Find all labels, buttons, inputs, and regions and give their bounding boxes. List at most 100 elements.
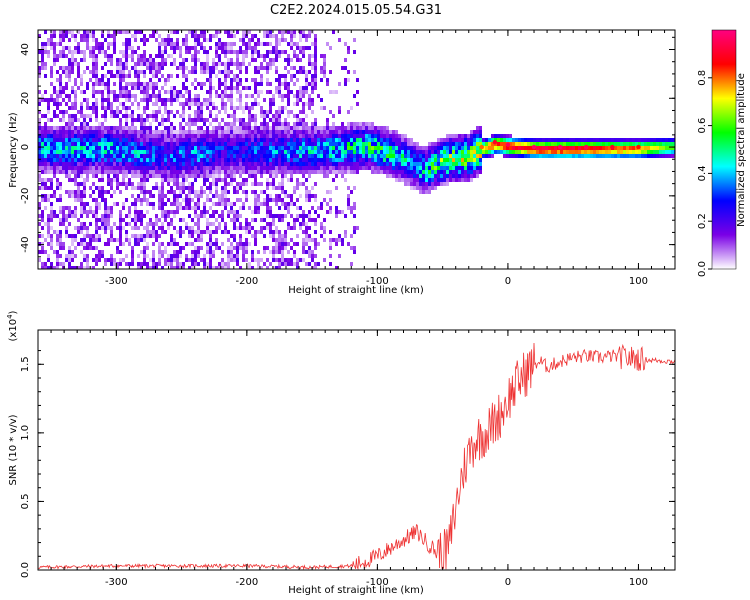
spectrogram-cell [668,146,671,150]
spectrogram-cell [53,174,56,178]
spectrogram-cell [95,246,98,250]
spectrogram-cell [218,134,221,138]
spectrogram-cell [191,82,194,86]
spectrogram-cell [56,58,59,62]
spectrogram-cell [74,114,77,118]
spectrogram-cell [287,102,290,106]
spectrogram-cell [227,50,230,54]
spectrogram-cell [101,154,104,158]
spectrogram-cell [98,178,101,182]
spectrogram-cell [248,146,251,150]
spectrogram-cell [356,170,359,174]
spectrogram-cell [95,70,98,74]
spectrogram-cell [314,34,317,38]
spectrogram-cell [50,238,53,242]
spectrogram-cell [359,158,362,162]
spectrogram-cell [77,126,80,130]
spectrogram-cell [65,150,68,154]
spectrogram-cell [95,210,98,214]
spectrogram-cell [80,210,83,214]
spectrogram-cell [146,86,149,90]
spectrogram-cell [599,142,602,146]
spectrogram-cell [299,38,302,42]
spectrogram-cell [470,142,473,146]
spectrogram-cell [254,230,257,234]
spectrogram-cell [332,238,335,242]
spectrogram-cell [125,162,128,166]
spectrogram-cell [116,178,119,182]
spectrogram-cell [80,130,83,134]
spectrogram-cell [134,170,137,174]
spectrogram-cell [158,98,161,102]
spectrogram-cell [128,262,131,266]
spectrogram-cell [323,134,326,138]
spectrogram-cell [179,218,182,222]
spectrogram-cell [107,238,110,242]
spectrogram-cell [395,146,398,150]
spectrogram-cell [83,234,86,238]
spectrogram-cell [161,250,164,254]
spectrogram-cell [389,146,392,150]
spectrogram-cell [248,242,251,246]
spectrogram-cell [440,154,443,158]
spectrogram-cell [80,206,83,210]
spectrogram-cell [254,82,257,86]
spectrogram-cell [389,162,392,166]
spectrogram-cell [266,186,269,190]
spectrogram-cell [533,154,536,158]
spectrogram-cell [77,142,80,146]
spectrogram-cell [326,154,329,158]
spectrogram-cell [176,250,179,254]
spectrogram-cell [599,154,602,158]
spectrogram-cell [350,190,353,194]
spectrogram-cell [317,134,320,138]
spectrogram-cell [404,134,407,138]
spectrogram-cell [206,250,209,254]
spectrogram-cell [296,198,299,202]
spectrogram-cell [191,254,194,258]
spectrogram-cell [350,142,353,146]
spectrogram-cell [173,174,176,178]
spectrogram-cell [257,158,260,162]
spectrogram-cell [71,102,74,106]
spectrogram-cell [275,86,278,90]
spectrogram-cell [119,226,122,230]
spectrogram-cell [455,178,458,182]
spectrogram-cell [119,66,122,70]
spectrogram-cell [392,162,395,166]
spectrogram-cell [293,254,296,258]
spectrogram-cell [89,134,92,138]
spectrogram-cell [335,166,338,170]
spectrogram-cell [254,166,257,170]
spectrogram-cell [281,258,284,262]
spectrogram-cell [305,238,308,242]
spectrogram-cell [215,118,218,122]
spectrogram-cell [341,130,344,134]
spectrogram-cell [209,214,212,218]
spectrogram-cell [602,138,605,142]
spectrogram-cell [290,142,293,146]
spectrogram-cell [179,66,182,70]
spectrogram-cell [179,134,182,138]
spectrogram-cell [248,154,251,158]
spectrogram-cell [341,154,344,158]
spectrogram-cell [281,126,284,130]
spectrogram-cell [347,142,350,146]
spectrogram-cell [293,34,296,38]
spectrogram-cell [107,150,110,154]
spectrogram-cell [65,254,68,258]
spectrogram-cell [65,154,68,158]
spectrogram-cell [164,78,167,82]
spectrogram-cell [182,66,185,70]
spectrogram-cell [329,246,332,250]
spectrogram-cell [92,146,95,150]
spectrogram-cell [311,102,314,106]
spectrogram-cell [266,122,269,126]
spectrogram-cell [476,146,479,150]
spectrogram-cell [473,166,476,170]
spectrogram-cell [359,126,362,130]
spectrogram-cell [116,70,119,74]
spectrogram-cell [314,146,317,150]
spectrogram-cell [128,154,131,158]
spectrogram-cell [353,126,356,130]
